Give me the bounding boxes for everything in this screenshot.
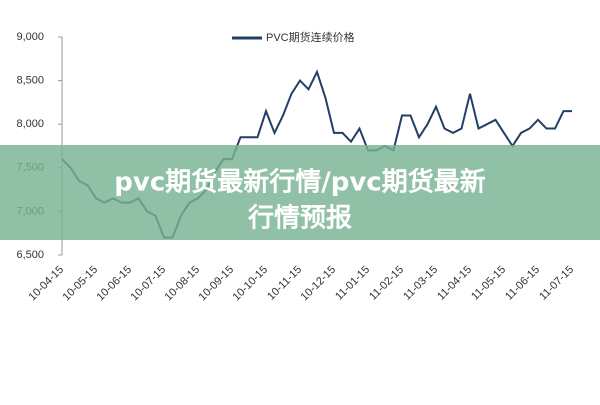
x-tick-label: 10-12-15 bbox=[299, 264, 339, 304]
banner-text: pvc期货最新行情/pvc期货最新 bbox=[114, 167, 485, 198]
legend-label: PVC期货连续价格 bbox=[266, 30, 355, 44]
banner-text: 行情预报 bbox=[247, 203, 352, 234]
x-tick-label: 11-03-15 bbox=[401, 264, 440, 303]
x-tick-label: 10-08-15 bbox=[163, 264, 203, 304]
x-tick-label: 10-09-15 bbox=[197, 264, 237, 304]
x-tick-label: 10-06-15 bbox=[95, 264, 135, 304]
x-tick-label: 11-07-15 bbox=[537, 264, 576, 303]
x-tick-label: 11-04-15 bbox=[435, 264, 474, 303]
y-tick-label: 8,000 bbox=[16, 118, 44, 130]
x-tick-label: 10-11-15 bbox=[265, 264, 304, 303]
x-tick-label: 11-06-15 bbox=[503, 264, 542, 303]
y-tick-label: 8,500 bbox=[16, 75, 44, 87]
x-tick-label: 10-10-15 bbox=[231, 264, 271, 304]
x-tick-label: 11-01-15 bbox=[333, 264, 372, 303]
x-tick-label: 11-02-15 bbox=[367, 264, 406, 303]
x-tick-label: 10-07-15 bbox=[129, 264, 169, 304]
y-tick-label: 9,000 bbox=[16, 31, 44, 43]
x-tick-label: 11-05-15 bbox=[469, 264, 508, 303]
x-tick-label: 10-04-15 bbox=[27, 264, 67, 304]
x-tick-label: 10-05-15 bbox=[61, 264, 101, 304]
banner bbox=[0, 145, 600, 240]
y-tick-label: 6,500 bbox=[16, 249, 44, 261]
